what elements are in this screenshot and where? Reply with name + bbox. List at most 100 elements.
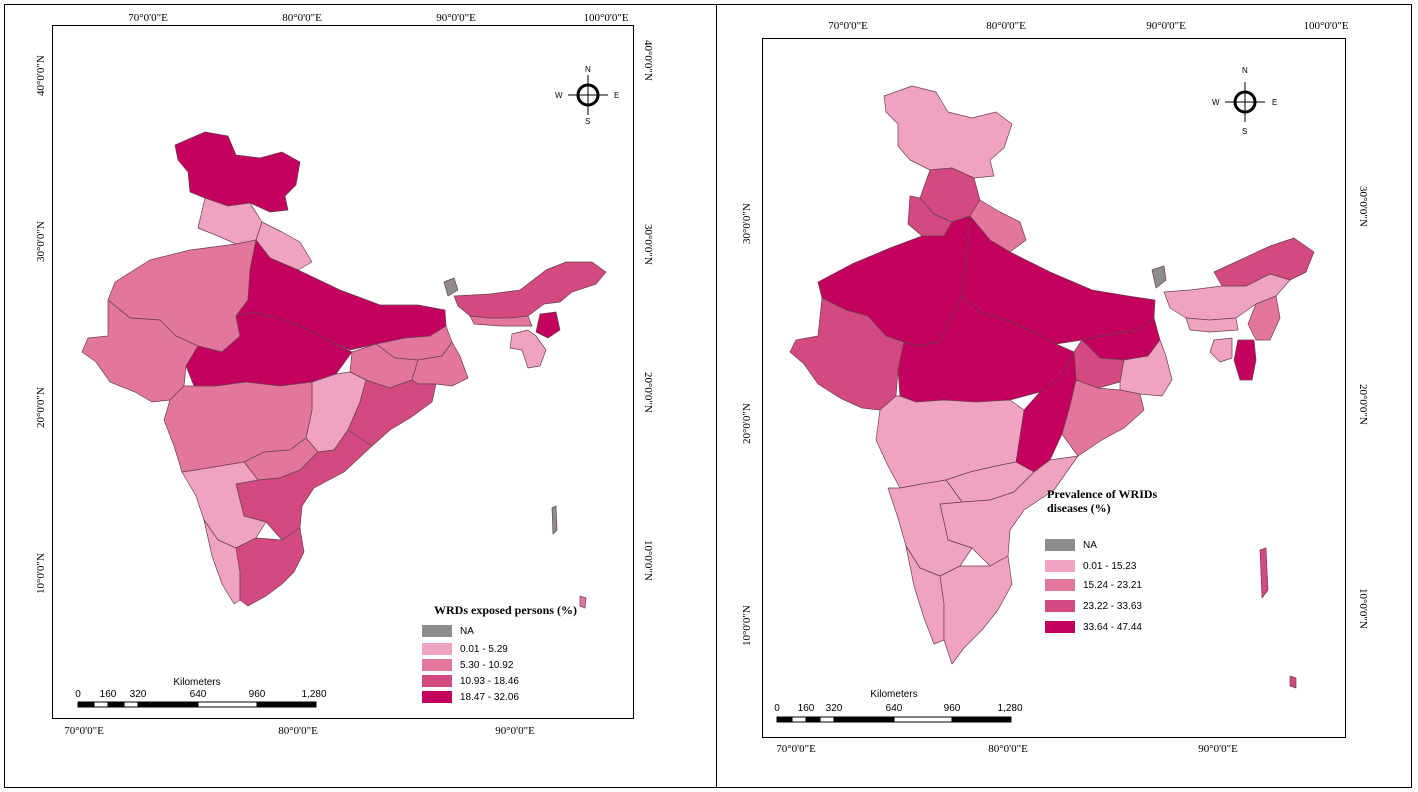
right-legend-swatch-2 [1045, 579, 1075, 591]
panel-divider [716, 4, 717, 788]
figure-border [4, 4, 1412, 788]
right-region-tripura [1209, 337, 1233, 363]
right-legend-swatch-3 [1045, 600, 1075, 612]
left-scale-tick: 1,280 [301, 689, 327, 700]
right-legend-swatch-4 [1045, 621, 1075, 633]
right-region-mizoram [1233, 339, 1257, 381]
left-legend-label: 5.30 - 10.92 [460, 659, 514, 671]
left-lon-top-90: 90°0'0"E [436, 12, 476, 24]
right-legend-item-4: 33.64 - 47.44 [1045, 620, 1142, 634]
right-scale-tick: 960 [943, 703, 961, 714]
left-region-sikkim [443, 277, 459, 297]
right-north-arrow-icon [1225, 82, 1265, 122]
left-lon-top-70: 70°0'0"E [128, 12, 168, 24]
left-legend-label: 0.01 - 5.29 [460, 643, 508, 655]
right-legend-label: NA [1083, 539, 1097, 551]
right-legend-label: 0.01 - 15.23 [1083, 560, 1137, 572]
right-region-meghalaya [1185, 317, 1239, 333]
left-legend-label: 10.93 - 18.46 [460, 675, 519, 687]
left-compass-e: E [614, 91, 620, 100]
left-region-tamil-nadu [235, 527, 305, 607]
left-region-tripura-mizoram [509, 329, 547, 369]
left-legend-item-4: 18.47 - 32.06 [422, 690, 519, 704]
left-region-odisha [347, 379, 437, 447]
left-scale-tick: 640 [189, 689, 207, 700]
right-region-sikkim [1151, 265, 1167, 289]
left-region-gujarat [81, 299, 199, 403]
left-region-west-bengal [411, 341, 469, 387]
left-lon-bottom-70: 70°0'0"E [64, 725, 104, 737]
right-region-west-bengal [1119, 339, 1173, 397]
right-legend-item-2: 15.24 - 23.21 [1045, 578, 1142, 592]
right-compass-e: E [1272, 98, 1278, 107]
right-lon-bottom-80: 80°0'0"E [988, 743, 1028, 755]
right-region-tamil-nadu [939, 555, 1013, 665]
left-lon-top-80: 80°0'0"E [282, 12, 322, 24]
left-legend-swatch-2 [422, 659, 452, 671]
right-compass-n: N [1242, 66, 1248, 75]
right-compass-s: S [1242, 127, 1248, 136]
right-lon-bottom-70: 70°0'0"E [776, 743, 816, 755]
right-scale-tick: 640 [885, 703, 903, 714]
right-region-maharashtra [875, 395, 1025, 489]
left-legend-title: WRDs exposed persons (%) [434, 603, 578, 617]
right-region-odisha [1061, 379, 1145, 457]
right-region-nagaland-manipur [1247, 295, 1281, 341]
right-legend-item-3: 23.22 - 33.63 [1045, 599, 1142, 613]
left-region-nicobar-islands [579, 595, 587, 609]
left-region-meghalaya [469, 315, 533, 327]
right-region-jammu-kashmir [883, 85, 1013, 179]
left-lon-top-100: 100°0'0"E [583, 12, 629, 24]
right-scale-tick: 320 [825, 703, 843, 714]
left-legend-label: NA [460, 625, 474, 637]
left-region-andaman-islands [551, 505, 558, 535]
left-legend-label: 18.47 - 32.06 [460, 691, 519, 703]
left-region-manipur [535, 311, 561, 339]
right-lon-bottom-90: 90°0'0"E [1198, 743, 1238, 755]
left-legend-item-na: NA [422, 624, 474, 638]
left-scale-tick: 320 [129, 689, 147, 700]
left-legend-swatch-4 [422, 691, 452, 703]
left-lon-bottom-90: 90°0'0"E [495, 725, 535, 737]
left-compass-n: N [585, 65, 591, 74]
left-legend-item-3: 10.93 - 18.46 [422, 674, 519, 688]
right-scale-tick: 0 [774, 703, 780, 714]
left-legend-item-2: 5.30 - 10.92 [422, 658, 513, 672]
right-lon-top-70: 70°0'0"E [828, 20, 868, 32]
left-scale-bar [77, 701, 317, 708]
right-scale-unit: Kilometers [870, 689, 918, 700]
left-lon-bottom-80: 80°0'0"E [278, 725, 318, 737]
left-region-jammu-kashmir [174, 131, 301, 213]
left-scale-unit: Kilometers [173, 677, 221, 688]
left-legend-item-1: 0.01 - 5.29 [422, 642, 508, 656]
right-region-nicobar-islands [1289, 675, 1297, 689]
left-region-andhra [235, 429, 373, 541]
right-lon-top-90: 90°0'0"E [1146, 20, 1186, 32]
right-legend-swatch-na [1045, 539, 1075, 551]
left-north-arrow-icon [568, 75, 608, 115]
right-lon-top-100: 100°0'0"E [1303, 20, 1349, 32]
right-legend-label: 15.24 - 23.21 [1083, 579, 1142, 591]
right-legend-label: 23.22 - 33.63 [1083, 600, 1142, 612]
left-scale-tick: 0 [75, 689, 81, 700]
right-legend-title: Prevalence of WRIDs diseases (%) [1047, 487, 1158, 515]
right-scale-bar [776, 716, 1012, 723]
left-scale-tick: 160 [99, 689, 117, 700]
right-legend-item-na: NA [1045, 538, 1097, 552]
left-legend-swatch-3 [422, 675, 452, 687]
right-legend-swatch-1 [1045, 560, 1075, 572]
right-legend-label: 33.64 - 47.44 [1083, 621, 1142, 633]
left-legend-swatch-1 [422, 643, 452, 655]
right-lon-top-80: 80°0'0"E [986, 20, 1026, 32]
right-legend-item-1: 0.01 - 15.23 [1045, 559, 1136, 573]
right-region-gujarat [789, 297, 905, 411]
right-compass-w: W [1212, 98, 1220, 107]
right-region-andaman-islands [1259, 547, 1269, 599]
left-scale-tick: 960 [248, 689, 266, 700]
left-compass-s: S [585, 117, 591, 126]
right-region-andhra [939, 455, 1079, 567]
left-legend-swatch-na [422, 625, 452, 637]
right-scale-tick: 1,280 [997, 703, 1023, 714]
